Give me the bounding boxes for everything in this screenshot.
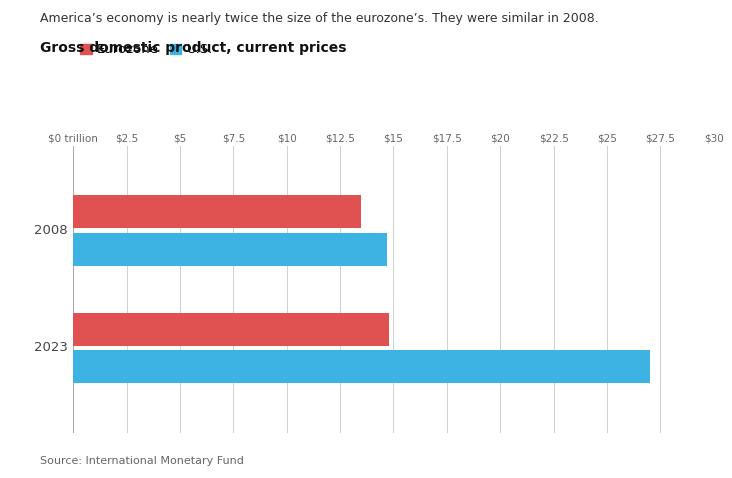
Text: 2008: 2008 — [34, 224, 68, 237]
Bar — [73, 350, 649, 383]
Text: Source: International Monetary Fund: Source: International Monetary Fund — [40, 456, 244, 466]
Legend: Eurozone, U.S.: Eurozone, U.S. — [80, 43, 213, 56]
Text: America’s economy is nearly twice the size of the eurozone’s. They were similar : America’s economy is nearly twice the si… — [40, 12, 599, 25]
Bar — [73, 313, 389, 346]
Bar — [73, 195, 362, 228]
Text: Gross domestic product, current prices: Gross domestic product, current prices — [40, 41, 347, 54]
Bar — [73, 233, 387, 266]
Text: 2023: 2023 — [34, 341, 68, 355]
